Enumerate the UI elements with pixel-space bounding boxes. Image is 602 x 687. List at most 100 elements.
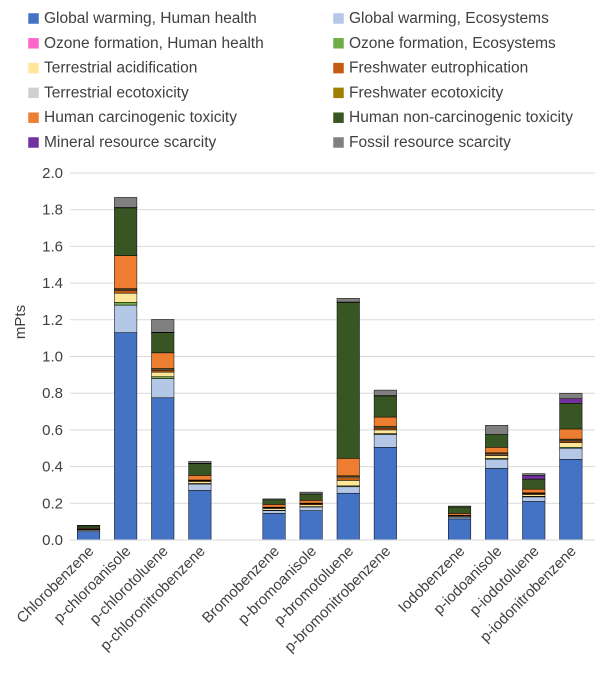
bar-segment-10-8 bbox=[522, 488, 546, 494]
y-tick-label: 1.8 bbox=[42, 202, 63, 219]
bar-segment-10-1 bbox=[522, 496, 546, 502]
legend-label-10: Mineral resource scarcity bbox=[44, 134, 217, 151]
legend-swatch-4 bbox=[27, 62, 40, 74]
bar-segment-10-4 bbox=[522, 494, 546, 497]
legend-swatch-1 bbox=[332, 12, 345, 25]
x-axis-category-labels: Chlorobenzenep-chloroanisolep-chlorotolu… bbox=[13, 543, 579, 656]
bar-segment-5-11 bbox=[299, 491, 323, 495]
legend-label-2: Ozone formation, Human health bbox=[44, 35, 264, 52]
bar-segment-9-0 bbox=[485, 468, 509, 541]
legend-label-8: Human carcinogenic toxicity bbox=[44, 109, 237, 126]
bar-segment-1-3 bbox=[114, 302, 138, 306]
legend-label-1: Global warming, Ecosystems bbox=[349, 10, 549, 27]
chart-bars bbox=[77, 197, 583, 541]
y-tick-label: 0.2 bbox=[42, 495, 63, 512]
bar-segment-2-1 bbox=[151, 378, 175, 399]
bar-segment-9-9 bbox=[485, 434, 509, 448]
bar-segment-4-8 bbox=[262, 504, 286, 508]
bar-segment-11-10 bbox=[559, 398, 583, 404]
bar-segment-11-11 bbox=[559, 392, 583, 399]
bar-segment-0-0 bbox=[77, 531, 101, 541]
legend-swatch-8 bbox=[27, 111, 40, 124]
bar-segment-3-4 bbox=[188, 481, 212, 484]
bar-segment-2-8 bbox=[151, 352, 175, 369]
bar-segment-9-8 bbox=[485, 447, 509, 454]
bar-segment-11-0 bbox=[559, 459, 583, 541]
bar-segment-1-0 bbox=[114, 332, 138, 541]
bar-segment-4-11 bbox=[262, 498, 286, 501]
legend-label-5: Freshwater eutrophication bbox=[349, 60, 528, 77]
bar-segment-11-5 bbox=[559, 440, 583, 443]
bar-segment-7-9 bbox=[373, 395, 397, 418]
bar-segment-2-4 bbox=[151, 371, 175, 377]
bar-segment-11-8 bbox=[559, 428, 583, 440]
bar-segment-1-11 bbox=[114, 197, 138, 208]
bar-segment-3-0 bbox=[188, 490, 212, 541]
bar-segment-3-8 bbox=[188, 475, 212, 481]
bar-segment-0-11 bbox=[77, 525, 101, 527]
bar-segment-2-9 bbox=[151, 332, 175, 354]
bar-segment-6-8 bbox=[336, 458, 360, 477]
bar-segment-4-0 bbox=[262, 513, 286, 541]
bar-segment-8-9 bbox=[448, 506, 472, 514]
bar-segment-6-0 bbox=[336, 492, 360, 541]
legend-label-6: Terrestrial ecotoxicity bbox=[44, 84, 189, 101]
legend-swatch-7 bbox=[332, 87, 345, 99]
bar-segment-5-1 bbox=[299, 506, 323, 511]
legend-label-11: Fossil resource scarcity bbox=[349, 134, 511, 151]
bar-segment-7-0 bbox=[373, 447, 397, 541]
legend-swatch-3 bbox=[332, 37, 345, 50]
y-tick-label: 0.4 bbox=[42, 459, 63, 476]
bar-segment-3-9 bbox=[188, 463, 212, 476]
y-tick-label: 2.0 bbox=[42, 165, 63, 182]
y-tick-label: 1.4 bbox=[42, 275, 63, 292]
chart-legend: Global warming, Human health Global warmi… bbox=[27, 10, 573, 151]
bar-segment-1-5 bbox=[114, 290, 138, 294]
y-tick-label: 0.6 bbox=[42, 422, 63, 439]
y-tick-label: 0.0 bbox=[42, 532, 63, 549]
legend-label-0: Global warming, Human health bbox=[44, 10, 257, 27]
bar-segment-11-1 bbox=[559, 448, 583, 460]
bar-segment-9-1 bbox=[485, 459, 509, 469]
bar-segment-7-1 bbox=[373, 434, 397, 448]
bar-segment-7-11 bbox=[373, 389, 397, 396]
y-tick-label: 1.0 bbox=[42, 349, 63, 366]
bar-segment-7-8 bbox=[373, 416, 397, 427]
bar-segment-4-9 bbox=[262, 499, 286, 505]
bar-segment-1-8 bbox=[114, 255, 138, 289]
bar-segment-7-5 bbox=[373, 427, 397, 431]
bar-segment-6-9 bbox=[336, 302, 360, 459]
bar-segment-4-1 bbox=[262, 510, 286, 514]
bar-segment-6-5 bbox=[336, 477, 360, 481]
bar-segment-10-0 bbox=[522, 501, 546, 541]
legend-swatch-2 bbox=[27, 37, 40, 50]
bar-segment-7-4 bbox=[373, 429, 397, 434]
bar-segment-10-11 bbox=[522, 473, 546, 476]
bar-segment-0-9 bbox=[77, 525, 101, 529]
y-tick-label: 0.8 bbox=[42, 385, 63, 402]
legend-swatch-9 bbox=[332, 111, 345, 124]
bar-segment-9-4 bbox=[485, 455, 509, 459]
legend-label-4: Terrestrial acidification bbox=[44, 60, 197, 77]
bar-segment-8-8 bbox=[448, 513, 472, 516]
bar-segment-4-4 bbox=[262, 508, 286, 511]
legend-swatch-0 bbox=[27, 12, 40, 25]
legend-swatch-5 bbox=[332, 62, 345, 74]
y-tick-label: 1.6 bbox=[42, 238, 63, 255]
y-tick-label: 1.2 bbox=[42, 312, 63, 329]
bar-segment-1-9 bbox=[114, 207, 138, 256]
bar-segment-3-11 bbox=[188, 461, 212, 464]
bar-segment-2-3 bbox=[151, 376, 175, 379]
legend-swatch-11 bbox=[332, 136, 345, 149]
y-axis-label: mPts bbox=[12, 305, 29, 339]
bar-segment-8-1 bbox=[448, 516, 472, 520]
bar-segment-6-1 bbox=[336, 486, 360, 494]
bar-segment-2-0 bbox=[151, 397, 175, 541]
bar-segment-6-11 bbox=[336, 298, 360, 303]
legend-label-7: Freshwater ecotoxicity bbox=[349, 84, 503, 101]
bar-segment-5-8 bbox=[299, 500, 323, 504]
bar-segment-5-0 bbox=[299, 510, 323, 541]
bar-segment-9-11 bbox=[485, 425, 509, 435]
chart-gridlines bbox=[70, 172, 595, 504]
